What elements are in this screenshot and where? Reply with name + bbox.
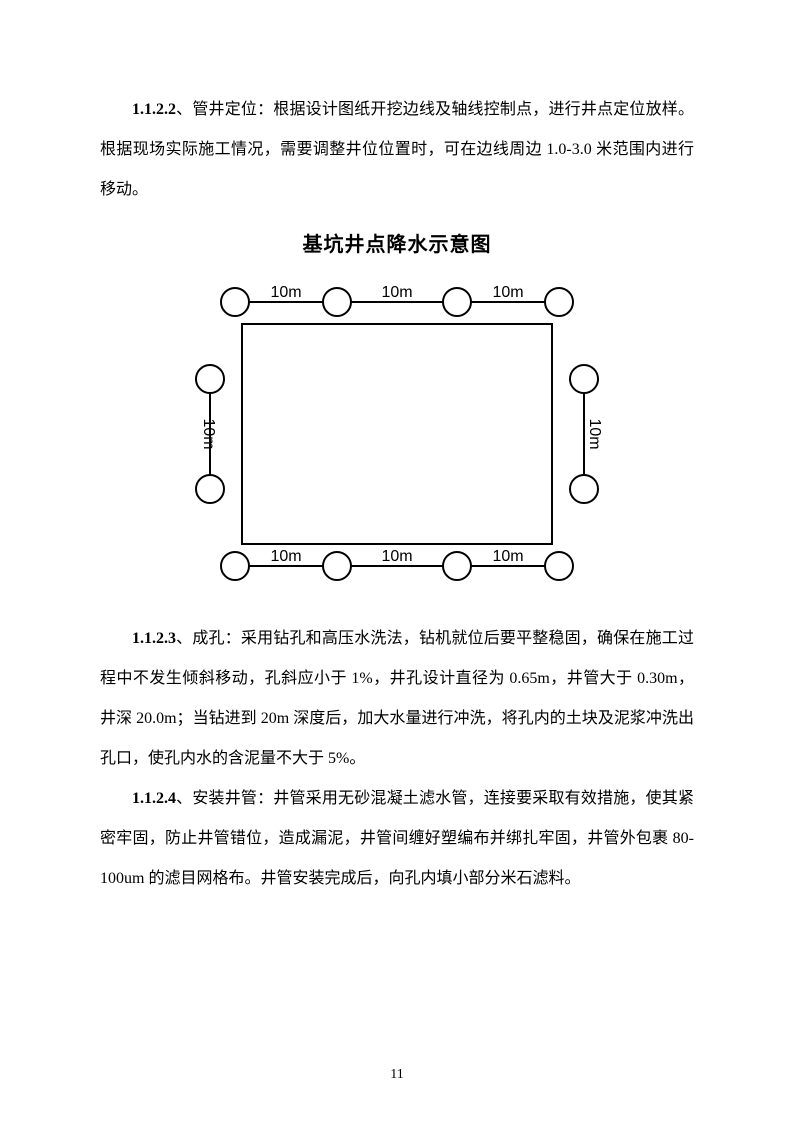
svg-text:10m: 10m bbox=[200, 418, 217, 449]
para1-text: 、管井定位：根据设计图纸开挖边线及轴线控制点，进行井点定位放样。根据现场实际施工… bbox=[100, 101, 694, 198]
svg-text:10m: 10m bbox=[586, 418, 603, 449]
para3-text: 、安装井管：井管采用无砂混凝土滤水管，连接要采取有效措施，使其紧密牢固，防止井管… bbox=[100, 790, 694, 887]
svg-text:10m: 10m bbox=[381, 548, 412, 565]
svg-text:10m: 10m bbox=[492, 548, 523, 565]
section-number-1: 1.1.2.2 bbox=[132, 101, 176, 118]
paragraph-2: 1.1.2.3、成孔：采用钻孔和高压水洗法，钻机就位后要平整稳固，确保在施工过程… bbox=[100, 619, 694, 779]
wellpoint-diagram: 10m 10m 10m 10m 10m 10m 10m 10m bbox=[177, 269, 617, 599]
diagram-container: 10m 10m 10m 10m 10m 10m 10m 10m bbox=[100, 269, 694, 599]
svg-text:10m: 10m bbox=[270, 284, 301, 301]
section-number-3: 1.1.2.4 bbox=[132, 790, 176, 807]
page-number: 11 bbox=[0, 1067, 794, 1083]
svg-text:10m: 10m bbox=[270, 548, 301, 565]
section-number-2: 1.1.2.3 bbox=[132, 630, 176, 647]
paragraph-1: 1.1.2.2、管井定位：根据设计图纸开挖边线及轴线控制点，进行井点定位放样。根… bbox=[100, 90, 694, 210]
diagram-title: 基坑井点降水示意图 bbox=[100, 228, 694, 257]
svg-text:10m: 10m bbox=[492, 284, 523, 301]
para2-text: 、成孔：采用钻孔和高压水洗法，钻机就位后要平整稳固，确保在施工过程中不发生倾斜移… bbox=[100, 630, 694, 767]
paragraph-3: 1.1.2.4、安装井管：井管采用无砂混凝土滤水管，连接要采取有效措施，使其紧密… bbox=[100, 779, 694, 899]
svg-text:10m: 10m bbox=[381, 284, 412, 301]
